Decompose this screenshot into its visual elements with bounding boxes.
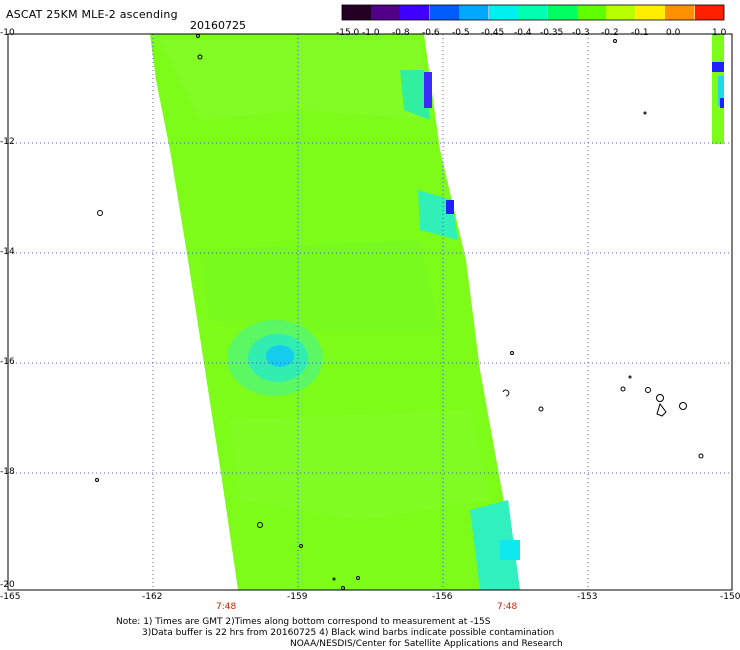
colorbar-tick: -0.1: [631, 28, 649, 38]
map-frame: [7, 33, 733, 591]
lon-label: -159: [287, 592, 308, 602]
note-line-1: Note: 1) Times are GMT 2)Times along bot…: [116, 617, 491, 627]
map-title: ASCAT 25KM MLE-2 ascending: [6, 8, 178, 21]
lat-label: -10: [0, 28, 15, 38]
colorbar-tick: -0.6: [422, 28, 440, 38]
lon-label: -165: [0, 592, 21, 602]
colorbar-tick: -0.45: [481, 28, 505, 38]
colorbar: [341, 4, 725, 21]
colorbar-tick: -1.0: [362, 28, 380, 38]
colorbar-tick: -0.3: [572, 28, 590, 38]
time-label: 7:48: [216, 602, 237, 612]
island-outlines: [95, 34, 704, 590]
colorbar-tick: -0.2: [601, 28, 619, 38]
colorbar-tick: -0.8: [392, 28, 410, 38]
colorbar-tick: -0.4: [514, 28, 532, 38]
note-line-2: 3)Data buffer is 22 hrs from 20160725 4)…: [142, 628, 555, 638]
lon-label: -153: [577, 592, 598, 602]
lat-label: -16: [0, 357, 15, 367]
colorbar-tick: -0.5: [452, 28, 470, 38]
note-line-3: NOAA/NESDIS/Center for Satellite Applica…: [290, 639, 563, 649]
colorbar-tick: 1.0: [712, 28, 727, 38]
swath-data: [150, 34, 520, 590]
lon-label: -156: [432, 592, 453, 602]
colorbar-tick: -15.0: [336, 28, 360, 38]
swath-data-right: [712, 34, 724, 144]
lat-label: -20: [0, 580, 15, 590]
colorbar-tick: -0.35: [540, 28, 564, 38]
lat-label: -12: [0, 137, 15, 147]
lat-label: -18: [0, 467, 15, 477]
lat-label: -14: [0, 247, 15, 257]
grid-lines: [8, 34, 732, 590]
colorbar-tick: 0.0: [666, 28, 681, 38]
lon-label: -150: [720, 592, 740, 602]
time-label: 7:48: [497, 602, 518, 612]
map-date: 20160725: [190, 19, 246, 32]
lon-label: -162: [142, 592, 163, 602]
